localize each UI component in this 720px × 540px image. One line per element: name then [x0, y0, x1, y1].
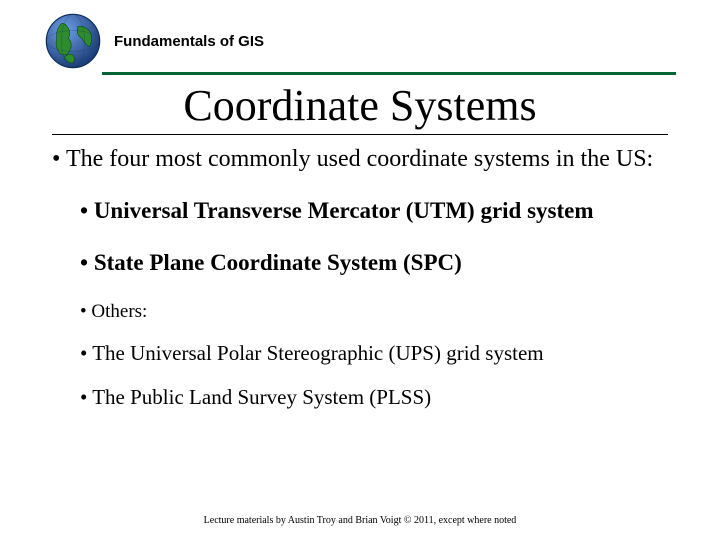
course-title: Fundamentals of GIS: [114, 33, 264, 50]
slide: Fundamentals of GIS Coordinate Systems •…: [0, 0, 720, 540]
lead-text: • The four most commonly used coordinate…: [52, 144, 668, 174]
bullet-item: • Universal Transverse Mercator (UTM) gr…: [80, 196, 668, 226]
bullet-item: • Others:: [80, 300, 668, 325]
bullet-text: The Public Land Survey System (PLSS): [92, 385, 431, 409]
header-row: Fundamentals of GIS: [44, 12, 676, 70]
slide-body: • The four most commonly used coordinate…: [52, 144, 668, 427]
footer-text: Lecture materials by Austin Troy and Bri…: [0, 515, 720, 526]
bullet-item: • The Universal Polar Stereographic (UPS…: [80, 340, 668, 367]
lead-content: The four most commonly used coordinate s…: [66, 146, 653, 172]
bullet-text: Universal Transverse Mercator (UTM) grid…: [94, 198, 594, 223]
bullet-item: • State Plane Coordinate System (SPC): [80, 248, 668, 278]
bullet-text: Others:: [91, 301, 147, 322]
title-underline: [52, 134, 668, 135]
slide-header: Fundamentals of GIS: [44, 12, 676, 75]
slide-title: Coordinate Systems: [0, 80, 720, 131]
bullet-text: State Plane Coordinate System (SPC): [94, 250, 462, 275]
bullet-item: • The Public Land Survey System (PLSS): [80, 384, 668, 411]
bullet-text: The Universal Polar Stereographic (UPS) …: [92, 341, 543, 365]
globe-icon: [44, 12, 102, 70]
header-rule: [102, 72, 676, 75]
